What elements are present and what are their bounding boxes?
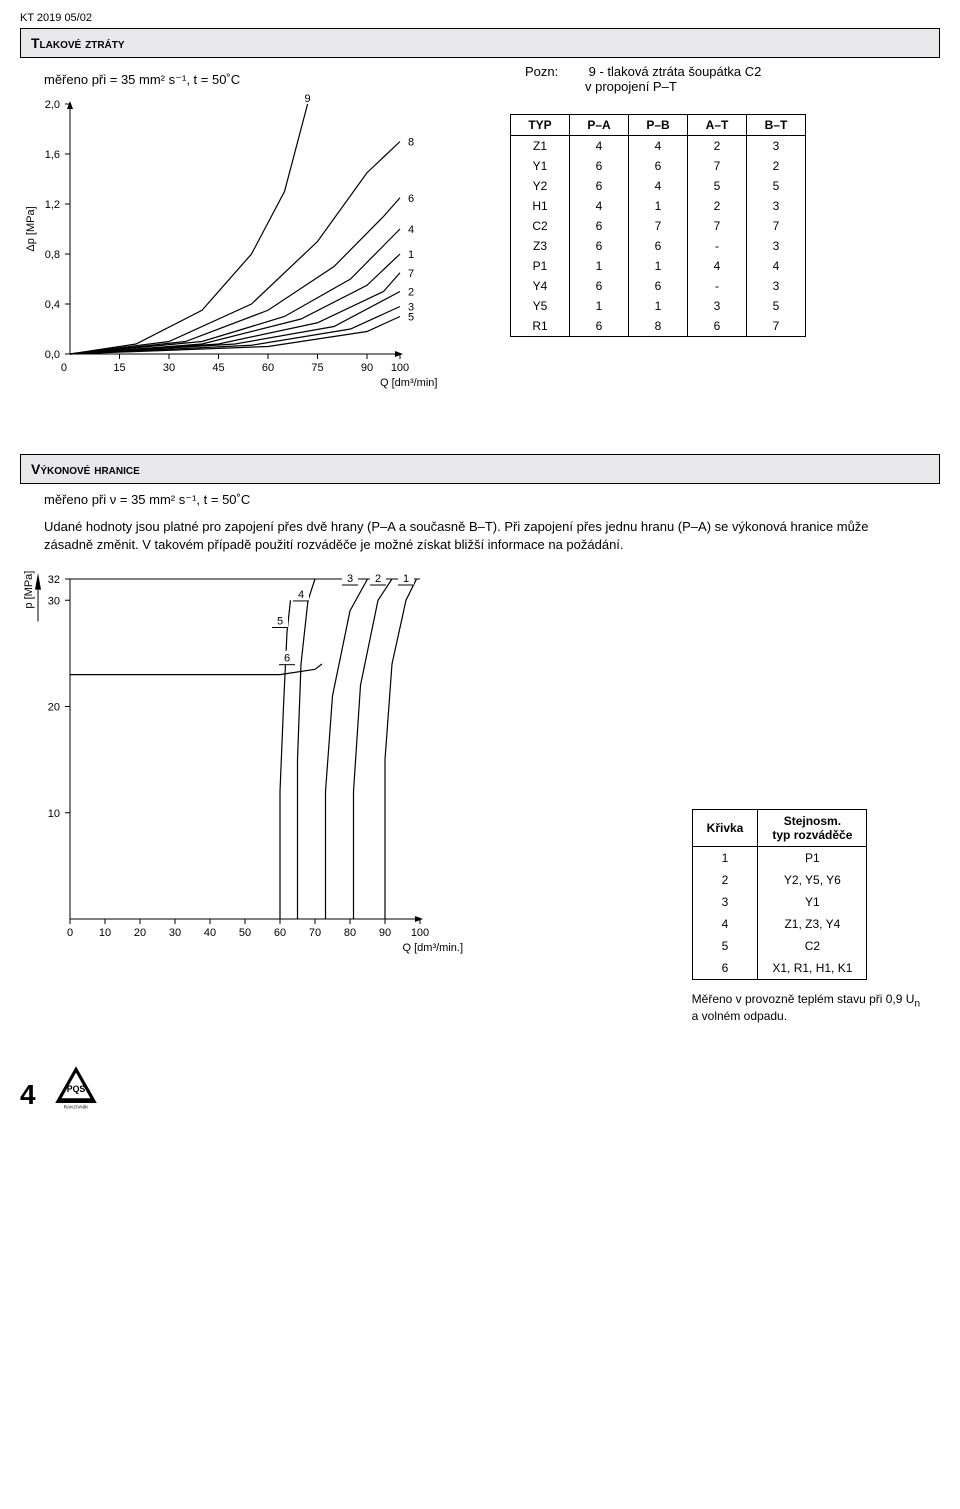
- svg-text:32: 32: [48, 574, 60, 586]
- doc-code: KT 2019 05/02: [20, 12, 940, 24]
- note-line1: 9 - tlaková ztráta šoupátka C2: [589, 64, 762, 79]
- section-title-losses: Tlakové ztráty: [20, 28, 940, 58]
- svg-text:30: 30: [169, 927, 181, 939]
- svg-text:50: 50: [239, 927, 251, 939]
- svg-text:2: 2: [375, 573, 381, 585]
- svg-text:0: 0: [67, 927, 73, 939]
- svg-text:30: 30: [48, 595, 60, 607]
- svg-text:RAKOVNÍK: RAKOVNÍK: [63, 1104, 89, 1111]
- svg-text:80: 80: [344, 927, 356, 939]
- svg-text:0,4: 0,4: [45, 299, 60, 311]
- svg-text:40: 40: [204, 927, 216, 939]
- svg-text:5: 5: [408, 312, 414, 324]
- section-title-limits: Výkonové hranice: [20, 454, 940, 484]
- svg-text:60: 60: [262, 362, 274, 374]
- svg-text:0,8: 0,8: [45, 249, 60, 261]
- svg-text:100: 100: [411, 927, 429, 939]
- svg-text:30: 30: [163, 362, 175, 374]
- svg-text:20: 20: [48, 702, 60, 714]
- svg-text:1,6: 1,6: [45, 149, 60, 161]
- svg-text:7: 7: [408, 268, 414, 280]
- svg-text:70: 70: [309, 927, 321, 939]
- svg-text:45: 45: [212, 362, 224, 374]
- measured-cond-2: měřeno při ν = 35 mm² s⁻¹, t = 50˚C: [44, 492, 940, 508]
- svg-text:20: 20: [134, 927, 146, 939]
- svg-text:9: 9: [305, 94, 311, 105]
- svg-text:6: 6: [284, 653, 290, 665]
- svg-text:90: 90: [379, 927, 391, 939]
- measured-cond-1: měřeno při = 35 mm² s⁻¹, t = 50˚C: [44, 72, 435, 88]
- chart-performance-limits: 010203040506070809010010203032p [MPa]Q […: [20, 569, 490, 959]
- svg-text:Δp [MPa]: Δp [MPa]: [25, 206, 37, 251]
- svg-text:10: 10: [48, 808, 60, 820]
- svg-text:100: 100: [391, 362, 409, 374]
- svg-text:3: 3: [347, 573, 353, 585]
- svg-text:p [MPa]: p [MPa]: [23, 571, 35, 609]
- note-line2: v propojení P–T: [585, 79, 677, 94]
- svg-text:PQS: PQS: [66, 1084, 85, 1094]
- svg-text:Q [dm³/min.]: Q [dm³/min.]: [403, 942, 464, 954]
- svg-text:4: 4: [408, 224, 414, 236]
- svg-text:1: 1: [403, 573, 409, 585]
- page-number: 4: [20, 1079, 36, 1111]
- svg-text:75: 75: [311, 362, 323, 374]
- svg-text:8: 8: [408, 137, 414, 149]
- foot-note: Měřeno v provozně teplém stavu při 0,9 U…: [692, 992, 920, 1023]
- limits-paragraph: Udané hodnoty jsou platné pro zapojení p…: [44, 518, 916, 553]
- svg-text:2,0: 2,0: [45, 99, 60, 111]
- svg-text:0: 0: [61, 362, 67, 374]
- svg-text:5: 5: [277, 616, 283, 628]
- svg-text:6: 6: [408, 193, 414, 205]
- note-label: Pozn:: [525, 64, 585, 79]
- table-curve-types: KřivkaStejnosm.typ rozváděče1P12Y2, Y5, …: [692, 809, 920, 1023]
- chart-pressure-loss: 1530456075901000,00,40,81,21,62,00Q [dm³…: [20, 94, 480, 394]
- svg-text:1: 1: [408, 249, 414, 261]
- svg-text:1,2: 1,2: [45, 199, 60, 211]
- svg-text:90: 90: [361, 362, 373, 374]
- svg-text:60: 60: [274, 927, 286, 939]
- svg-text:Q [dm³/min]: Q [dm³/min]: [380, 377, 437, 389]
- svg-text:15: 15: [113, 362, 125, 374]
- table-pressure-loss: TYPP–AP–BA–TB–TZ14423Y16672Y26455H14123C…: [510, 114, 806, 337]
- svg-text:2: 2: [408, 287, 414, 299]
- svg-text:4: 4: [298, 589, 304, 601]
- svg-text:0,0: 0,0: [45, 349, 60, 361]
- brand-logo: PQS RAKOVNÍK: [52, 1063, 100, 1111]
- svg-text:10: 10: [99, 927, 111, 939]
